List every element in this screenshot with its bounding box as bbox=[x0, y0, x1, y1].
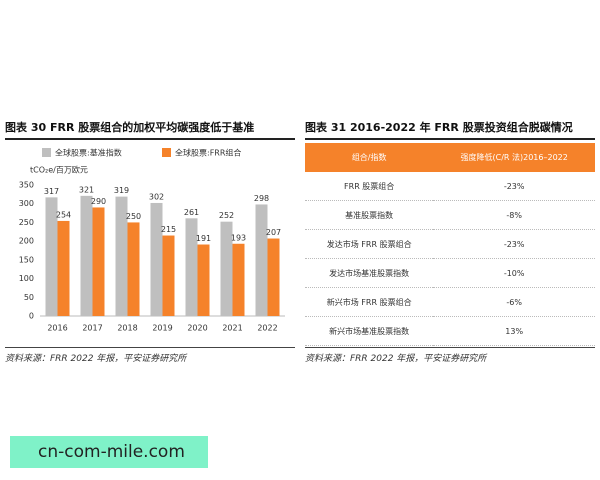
table-header: 组合/指数 强度降低(C/R 法)2016–2022 bbox=[305, 143, 595, 172]
watermark: cn-com-mile.com bbox=[10, 436, 208, 468]
y-tick-label: 50 bbox=[24, 293, 34, 302]
table-cell: -23% bbox=[433, 229, 595, 259]
table-cell: FRR 股票组合 bbox=[305, 172, 434, 201]
table-row: 基准股票指数 -8% bbox=[305, 200, 595, 230]
y-tick-label: 300 bbox=[19, 199, 34, 208]
data-label: 191 bbox=[196, 234, 211, 243]
x-tick-label: 2018 bbox=[117, 324, 137, 333]
bar bbox=[197, 244, 210, 316]
table-row: 发达市场 FRR 股票组合 -23% bbox=[305, 229, 595, 259]
legend-swatch bbox=[42, 148, 51, 157]
x-tick-label: 2020 bbox=[187, 324, 207, 333]
table-row: 发达市场基准股票指数 -10% bbox=[305, 258, 595, 288]
x-tick-label: 2022 bbox=[257, 324, 277, 333]
data-label: 215 bbox=[161, 225, 176, 234]
y-tick-label: 150 bbox=[19, 255, 34, 264]
x-tick-label: 2017 bbox=[82, 324, 102, 333]
bar bbox=[115, 196, 128, 316]
x-tick-label: 2021 bbox=[222, 324, 242, 333]
y-tick-label: 200 bbox=[19, 237, 34, 246]
data-label: 261 bbox=[184, 208, 199, 217]
table-cell: 发达市场基准股票指数 bbox=[305, 258, 434, 288]
bar bbox=[127, 222, 140, 316]
figure-source: 资料来源：FRR 2022 年报，平安证券研究所 bbox=[5, 347, 295, 364]
bar bbox=[150, 202, 163, 316]
table-cell: -6% bbox=[433, 287, 595, 317]
table-cell: 新兴市场基准股票指数 bbox=[305, 316, 434, 346]
data-label: 250 bbox=[126, 212, 141, 221]
bar bbox=[220, 221, 233, 316]
legend-label: 全球股票:FRR组合 bbox=[175, 148, 241, 158]
bar bbox=[57, 220, 70, 316]
bar bbox=[255, 204, 268, 316]
y-tick-label: 350 bbox=[19, 181, 34, 190]
data-label: 298 bbox=[254, 194, 269, 203]
data-label: 317 bbox=[44, 187, 59, 196]
table-cell: -23% bbox=[433, 172, 595, 201]
y-tick-label: 0 bbox=[29, 312, 34, 321]
x-tick-label: 2016 bbox=[47, 324, 67, 333]
figure-source: 资料来源：FRR 2022 年报，平安证券研究所 bbox=[305, 347, 595, 364]
figure-title: 图表 31 2016-2022 年 FRR 股票投资组合脱碳情况 bbox=[305, 119, 595, 140]
legend-swatch bbox=[162, 148, 171, 157]
table-row: 新兴市场基准股票指数 13% bbox=[305, 316, 595, 346]
header-cell: 组合/指数 bbox=[305, 143, 434, 172]
data-label: 321 bbox=[79, 185, 94, 194]
data-label: 252 bbox=[219, 211, 234, 220]
data-label: 193 bbox=[231, 233, 246, 242]
y-axis-label: tCO₂e/百万欧元 bbox=[30, 165, 88, 175]
data-label: 302 bbox=[149, 192, 164, 201]
table-cell: -8% bbox=[433, 200, 595, 230]
table-cell: 基准股票指数 bbox=[305, 200, 434, 230]
data-label: 290 bbox=[91, 197, 106, 206]
x-tick-label: 2019 bbox=[152, 324, 172, 333]
bar bbox=[80, 195, 93, 316]
bar bbox=[232, 243, 245, 316]
data-label: 254 bbox=[56, 210, 71, 219]
table-row: 新兴市场 FRR 股票组合 -6% bbox=[305, 287, 595, 317]
data-label: 207 bbox=[266, 228, 281, 237]
data-label: 319 bbox=[114, 186, 129, 195]
table-cell: 新兴市场 FRR 股票组合 bbox=[305, 287, 434, 317]
legend-label: 全球股票:基准指数 bbox=[55, 148, 122, 158]
y-tick-label: 100 bbox=[19, 274, 34, 283]
bar bbox=[185, 218, 198, 316]
table-cell: 发达市场 FRR 股票组合 bbox=[305, 229, 434, 259]
bar bbox=[45, 197, 58, 316]
table-cell: 13% bbox=[433, 316, 595, 346]
table: 组合/指数 强度降低(C/R 法)2016–2022 FRR 股票组合 -23% 基… bbox=[305, 143, 595, 346]
bar bbox=[162, 235, 175, 316]
y-tick-label: 250 bbox=[19, 218, 34, 227]
bar bbox=[92, 207, 105, 316]
figure-title: 图表 30 FRR 股票组合的加权平均碳强度低于基准 bbox=[5, 119, 295, 140]
bar bbox=[267, 238, 280, 316]
header-cell: 强度降低(C/R 法)2016–2022 bbox=[433, 143, 595, 172]
chart: tCO₂e/百万欧元 0 50 100 150 200 250 300 350 全球股票:基准指… bbox=[19, 148, 285, 333]
table-row: FRR 股票组合 -23% bbox=[305, 172, 595, 201]
table-cell: -10% bbox=[433, 258, 595, 288]
